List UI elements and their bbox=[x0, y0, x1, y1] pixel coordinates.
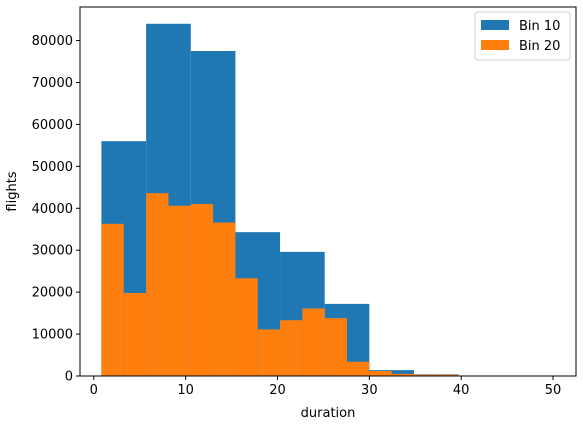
bar-series2-8 bbox=[280, 320, 303, 376]
x-tick-label: 20 bbox=[269, 383, 286, 398]
x-tick-label: 40 bbox=[453, 383, 470, 398]
legend-swatch bbox=[481, 40, 509, 50]
bar-series2-6 bbox=[235, 278, 258, 376]
legend: Bin 10 Bin 20 bbox=[474, 11, 571, 61]
bar-series2-13 bbox=[391, 373, 414, 376]
x-axis-label: duration bbox=[301, 406, 356, 421]
x-tick-label: 50 bbox=[545, 383, 562, 398]
bar-series2-15 bbox=[436, 374, 459, 376]
bar-series2-12 bbox=[369, 370, 392, 376]
y-tick-label: 70000 bbox=[32, 76, 73, 91]
bar-series2-11 bbox=[347, 361, 370, 376]
bar-series2-7 bbox=[257, 329, 281, 376]
legend-swatch bbox=[481, 20, 509, 30]
y-tick-label: 10000 bbox=[32, 328, 73, 343]
axes-frame bbox=[79, 6, 577, 377]
y-tick-label: 80000 bbox=[32, 34, 73, 49]
y-tick-label: 20000 bbox=[32, 286, 73, 301]
bar-series2-9 bbox=[302, 308, 325, 376]
x-ticks: 0 10 20 30 40 50 bbox=[90, 376, 562, 398]
x-tick-label: 0 bbox=[90, 383, 98, 398]
bar-series2-5 bbox=[213, 222, 236, 376]
y-tick-label: 0 bbox=[65, 370, 73, 385]
bar-series2-4 bbox=[190, 204, 214, 376]
y-tick-label: 60000 bbox=[32, 118, 73, 133]
legend-label: Bin 10 bbox=[519, 19, 560, 34]
y-tick-label: 40000 bbox=[32, 202, 73, 217]
bar-series2-14 bbox=[413, 374, 437, 376]
y-tick-label: 50000 bbox=[32, 160, 73, 175]
x-tick-label: 30 bbox=[361, 383, 378, 398]
bar-series2-3 bbox=[168, 205, 191, 376]
y-tick-label: 30000 bbox=[32, 244, 73, 259]
bars-layer bbox=[101, 23, 459, 376]
y-ticks: 0 10000 20000 30000 40000 50000 60000 70000 8000… bbox=[32, 34, 80, 385]
bar-series2-0 bbox=[101, 223, 124, 376]
bar-series2-10 bbox=[324, 318, 348, 376]
bar-series2-2 bbox=[146, 193, 169, 376]
x-tick-label: 10 bbox=[177, 383, 194, 398]
bar-series2-1 bbox=[123, 292, 147, 376]
y-axis-label: flights bbox=[5, 171, 20, 211]
legend-label: Bin 20 bbox=[519, 39, 560, 54]
